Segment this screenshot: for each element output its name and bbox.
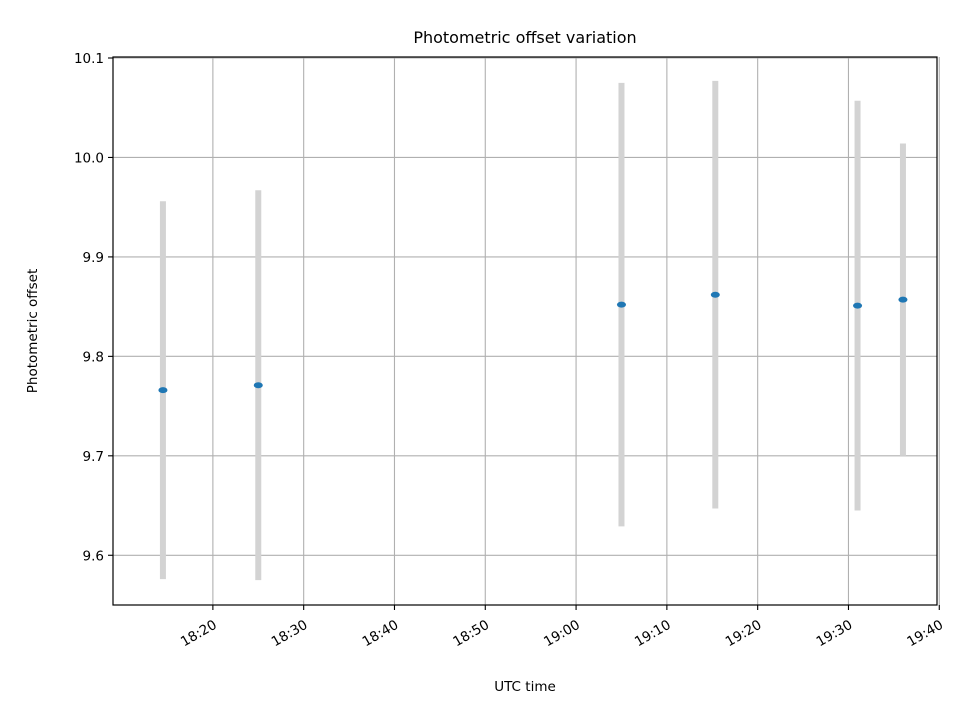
- data-point: [710, 291, 720, 298]
- y-tick-labels: 9.6 9.7 9.8 9.9 10.0 10.1: [74, 51, 104, 564]
- data-point: [898, 296, 908, 303]
- y-tick-label: 9.8: [83, 349, 104, 365]
- y-tick-label: 9.7: [83, 449, 104, 465]
- data-point: [253, 382, 263, 389]
- data-point: [853, 302, 863, 309]
- axis-ticks: [108, 57, 940, 610]
- x-axis-label: UTC time: [494, 679, 556, 695]
- y-tick-label: 9.6: [83, 548, 104, 564]
- data-points: [158, 291, 908, 394]
- data-point: [158, 387, 168, 394]
- y-tick-label: 10.1: [74, 51, 104, 67]
- grid: [113, 57, 940, 605]
- plot-frame: [112, 56, 938, 606]
- y-axis-label: Photometric offset: [25, 269, 41, 393]
- y-tick-label: 9.9: [83, 250, 104, 266]
- y-tick-label: 10.0: [74, 150, 104, 166]
- data-point: [616, 301, 626, 308]
- chart-title: Photometric offset variation: [413, 28, 636, 47]
